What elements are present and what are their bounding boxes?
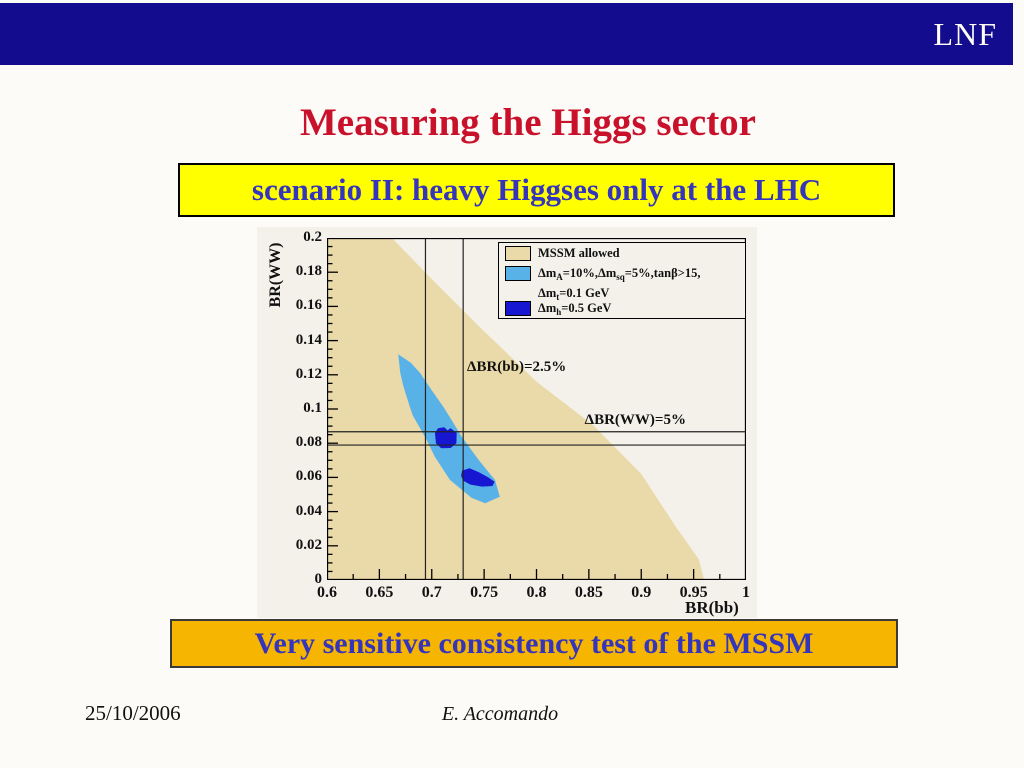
- legend-entry-delta-band-line2: Δmt=0.1 GeV: [538, 286, 610, 302]
- y-tick-label: 0.08: [295, 434, 322, 451]
- footer-date: 25/10/2006: [85, 701, 181, 725]
- y-tick-label: 0.16: [295, 297, 322, 314]
- region-dmh-blob-2: [461, 468, 495, 487]
- x-tick-label: 0.75: [470, 584, 499, 601]
- y-tick-label: 0: [314, 571, 323, 587]
- reference-lines: [327, 238, 746, 580]
- annotation-delta-br-bb: ΔBR(bb)=2.5%: [467, 358, 567, 375]
- footer-author: E. Accomando: [441, 703, 559, 725]
- y-tick-label: 0.06: [295, 468, 322, 485]
- x-tick-label: 0.85: [574, 584, 603, 601]
- top-right-notch: [1013, 0, 1024, 19]
- plot-legend: MSSM allowed ΔmA=10%,Δmsq=5%,tanβ>15, Δm…: [498, 242, 746, 319]
- scenario-banner-text: scenario II: heavy Higgses only at the L…: [251, 172, 822, 207]
- annotation-delta-br-ww: ΔBR(WW)=5%: [584, 411, 686, 428]
- scenario-banner: scenario II: heavy Higgses only at the L…: [178, 163, 895, 217]
- legend-entry-dmh: Δmh=0.5 GeV: [505, 300, 611, 320]
- region-dmh-blob-1: [435, 427, 457, 449]
- y-tick-label: 0.14: [295, 331, 322, 348]
- legend-entry-mssm-label: MSSM allowed: [538, 246, 620, 260]
- top-banner: LNF: [0, 3, 1013, 65]
- x-tick-label: 0.95: [679, 584, 708, 601]
- dmh-swatch-icon: [505, 301, 531, 316]
- plot-frame: [327, 238, 746, 580]
- y-tick-label: 0.02: [295, 536, 322, 553]
- conclusion-banner-text: Very sensitive consistency test of the M…: [254, 626, 814, 660]
- x-tick-label: 0.65: [365, 584, 394, 601]
- y-tick-label: 0.12: [295, 365, 322, 382]
- legend-entry-delta-band: ΔmA=10%,Δmsq=5%,tanβ>15, Δmt=0.1 GeV: [505, 265, 700, 305]
- page-title: Measuring the Higgs sector: [299, 101, 756, 144]
- lnf-logo: LNF: [933, 16, 997, 52]
- y-tick-label: 0.04: [295, 502, 322, 519]
- x-tick-label: 1: [742, 584, 750, 601]
- legend-entry-dmh-label: Δmh=0.5 GeV: [538, 301, 612, 317]
- delta-band-swatch-icon: [505, 266, 531, 281]
- x-tick-label: 0.8: [526, 584, 547, 601]
- region-mssm-allowed: [327, 238, 705, 580]
- mssm-allowed-swatch-icon: [505, 246, 531, 261]
- x-tick-label: 0.7: [421, 584, 442, 601]
- region-delta-band: [398, 354, 500, 504]
- legend-entry-mssm: MSSM allowed: [505, 245, 620, 261]
- x-axis-title: BR(bb): [685, 598, 739, 617]
- y-tick-label: 0.1: [303, 400, 322, 416]
- x-tick-label: 0.9: [631, 584, 652, 601]
- y-tick-label: 0.2: [303, 229, 322, 245]
- x-tick-label: 0.6: [317, 584, 337, 601]
- legend-entry-delta-band-line1: ΔmA=10%,Δmsq=5%,tanβ>15,: [538, 266, 701, 282]
- conclusion-banner: Very sensitive consistency test of the M…: [170, 619, 898, 668]
- y-tick-label: 0.18: [295, 263, 322, 280]
- figure: BR(WW) ΔBR(bb)=2.5% ΔBR(WW)=5% MSSM allo…: [257, 227, 757, 618]
